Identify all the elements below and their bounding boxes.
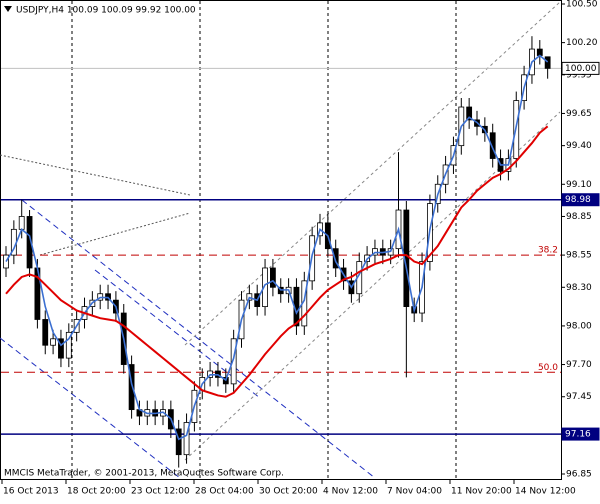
x-tick-label: 11 Nov 20:00 bbox=[451, 487, 512, 497]
y-tick-label: 98.55 bbox=[566, 251, 592, 261]
y-tick-label: 100.20 bbox=[566, 38, 598, 48]
channel-line bbox=[0, 337, 181, 479]
candle-body bbox=[230, 338, 237, 385]
x-tick-label: 28 Oct 04:00 bbox=[195, 487, 254, 497]
candle-body bbox=[489, 132, 496, 159]
y-tick-label: 99.10 bbox=[566, 180, 592, 190]
candle-body bbox=[544, 56, 551, 69]
y-tick-label: 99.95 bbox=[566, 70, 592, 80]
price-label: 98.98 bbox=[565, 195, 591, 205]
candle-body bbox=[58, 338, 64, 359]
fan-line bbox=[0, 154, 191, 196]
x-tick-label: 7 Nov 04:00 bbox=[387, 487, 442, 497]
y-tick-label: 97.45 bbox=[566, 392, 592, 402]
candle-body bbox=[175, 428, 182, 456]
y-tick-label: 98.00 bbox=[566, 321, 592, 331]
x-tick-label: 18 Oct 20:00 bbox=[67, 487, 126, 497]
trend-channels bbox=[0, 1, 561, 479]
fan-line bbox=[39, 212, 191, 256]
candle-body bbox=[65, 331, 72, 359]
y-tick-label: 100.50 bbox=[566, 0, 598, 10]
candle-body bbox=[269, 267, 276, 288]
moving-average bbox=[5, 125, 549, 398]
y-tick-label: 97.70 bbox=[566, 360, 592, 370]
y-tick-label: 99.65 bbox=[566, 109, 592, 119]
moving-average bbox=[5, 54, 549, 441]
x-tick-label: 30 Oct 20:00 bbox=[259, 487, 318, 497]
channel-line bbox=[21, 199, 376, 479]
y-tick-label: 98.85 bbox=[566, 212, 592, 222]
price-label: 97.16 bbox=[565, 430, 591, 440]
x-tick-label: 23 Oct 12:00 bbox=[131, 487, 190, 497]
y-tick-label: 96.85 bbox=[566, 470, 592, 480]
fib-label: 50.0 bbox=[538, 363, 558, 373]
candle-body bbox=[18, 216, 25, 230]
x-tick-label: 16 Oct 2013 bbox=[3, 487, 59, 497]
price-label-box bbox=[561, 61, 600, 75]
plot-frame bbox=[0, 0, 562, 480]
fib-label: 38.2 bbox=[538, 246, 558, 256]
y-tick-label: 98.30 bbox=[566, 283, 592, 293]
candle-body bbox=[50, 338, 56, 346]
candle-body bbox=[332, 248, 339, 269]
price-label: 100.00 bbox=[565, 64, 597, 74]
candle-body bbox=[42, 319, 49, 346]
price-label-box bbox=[561, 193, 600, 207]
candle-body bbox=[128, 364, 135, 411]
copyright: MMCIS MetaTrader, © 2001-2013, MetaQuote… bbox=[4, 469, 284, 479]
candle-body bbox=[466, 106, 473, 121]
candle-body bbox=[26, 216, 33, 269]
candle-body bbox=[262, 267, 268, 308]
symbol-arrow bbox=[4, 6, 12, 12]
channel-line bbox=[184, 1, 561, 346]
chart-title: USDJPY,H4 100.09 100.09 99.92 100.00 bbox=[16, 6, 196, 16]
candle-body bbox=[183, 422, 190, 456]
y-tick-label: 99.40 bbox=[566, 141, 592, 151]
price-label-box bbox=[561, 427, 600, 441]
x-tick-label: 14 Nov 12:00 bbox=[515, 487, 576, 497]
channel-line bbox=[184, 111, 561, 461]
x-tick-label: 4 Nov 12:00 bbox=[323, 487, 378, 497]
